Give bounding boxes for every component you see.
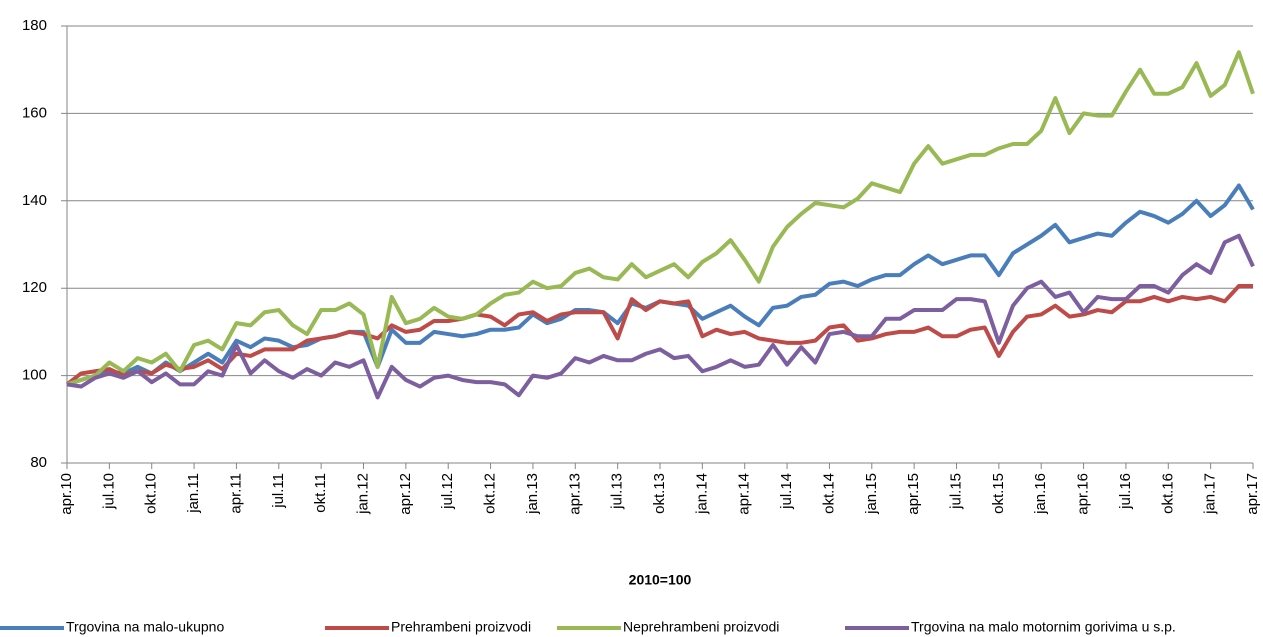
x-tick-label: jul.13 — [609, 473, 626, 510]
series-line — [65, 284, 1253, 386]
series-line — [66, 233, 1255, 400]
x-tick-label: jul.16 — [1117, 473, 1134, 510]
x-tick-label: apr.12 — [397, 473, 414, 515]
y-tick-label: 100 — [22, 367, 47, 384]
x-tick-label: jul.14 — [778, 473, 795, 510]
x-tick-label: apr.13 — [566, 473, 583, 515]
x-tick-label: jan.12 — [354, 473, 371, 515]
legend-label: Prehrambeni proizvodi — [391, 619, 531, 635]
x-tick-label: apr.11 — [227, 473, 244, 514]
x-tick-label: jul.11 — [270, 473, 287, 509]
y-tick-label: 80 — [30, 454, 47, 471]
x-tick-label: apr.15 — [905, 473, 922, 515]
x-tick-label: apr.10 — [58, 473, 75, 515]
legend-label: Trgovina na malo motornim gorivima u s.p… — [911, 619, 1176, 635]
y-tick-label: 160 — [22, 104, 47, 121]
x-tick-label: jan.14 — [693, 473, 710, 515]
x-axis-label: 2010=100 — [629, 572, 692, 588]
x-tick-label: okt.12 — [482, 473, 499, 514]
x-tick-label: apr.16 — [1075, 473, 1092, 515]
x-tick-label: apr.17 — [1244, 473, 1261, 515]
x-tick-label: okt.13 — [651, 473, 668, 514]
x-tick-label: apr.14 — [736, 473, 753, 515]
x-tick-label: okt.14 — [820, 473, 837, 514]
x-tick-label: jan.17 — [1202, 473, 1219, 515]
x-tick-label: jul.15 — [947, 473, 964, 510]
x-tick-label: okt.10 — [143, 473, 160, 514]
x-tick-label: jan.13 — [524, 473, 541, 515]
x-tick-label: okt.11 — [312, 473, 329, 513]
y-tick-label: 120 — [22, 279, 47, 296]
x-tick-label: jan.11 — [185, 473, 202, 514]
x-tick-label: jan.15 — [863, 473, 880, 515]
y-tick-label: 140 — [22, 192, 47, 209]
x-tick-label: jul.10 — [100, 473, 117, 510]
y-tick-label: 180 — [22, 17, 47, 34]
legend-label: Trgovina na malo-ukupno — [66, 619, 224, 635]
series-line — [66, 50, 1255, 387]
legend-label: Neprehrambeni proizvodi — [623, 619, 779, 635]
x-tick-label: jul.12 — [439, 473, 456, 510]
x-tick-label: okt.15 — [990, 473, 1007, 514]
x-tick-label: jan.16 — [1032, 473, 1049, 515]
x-tick-label: okt.16 — [1159, 473, 1176, 514]
